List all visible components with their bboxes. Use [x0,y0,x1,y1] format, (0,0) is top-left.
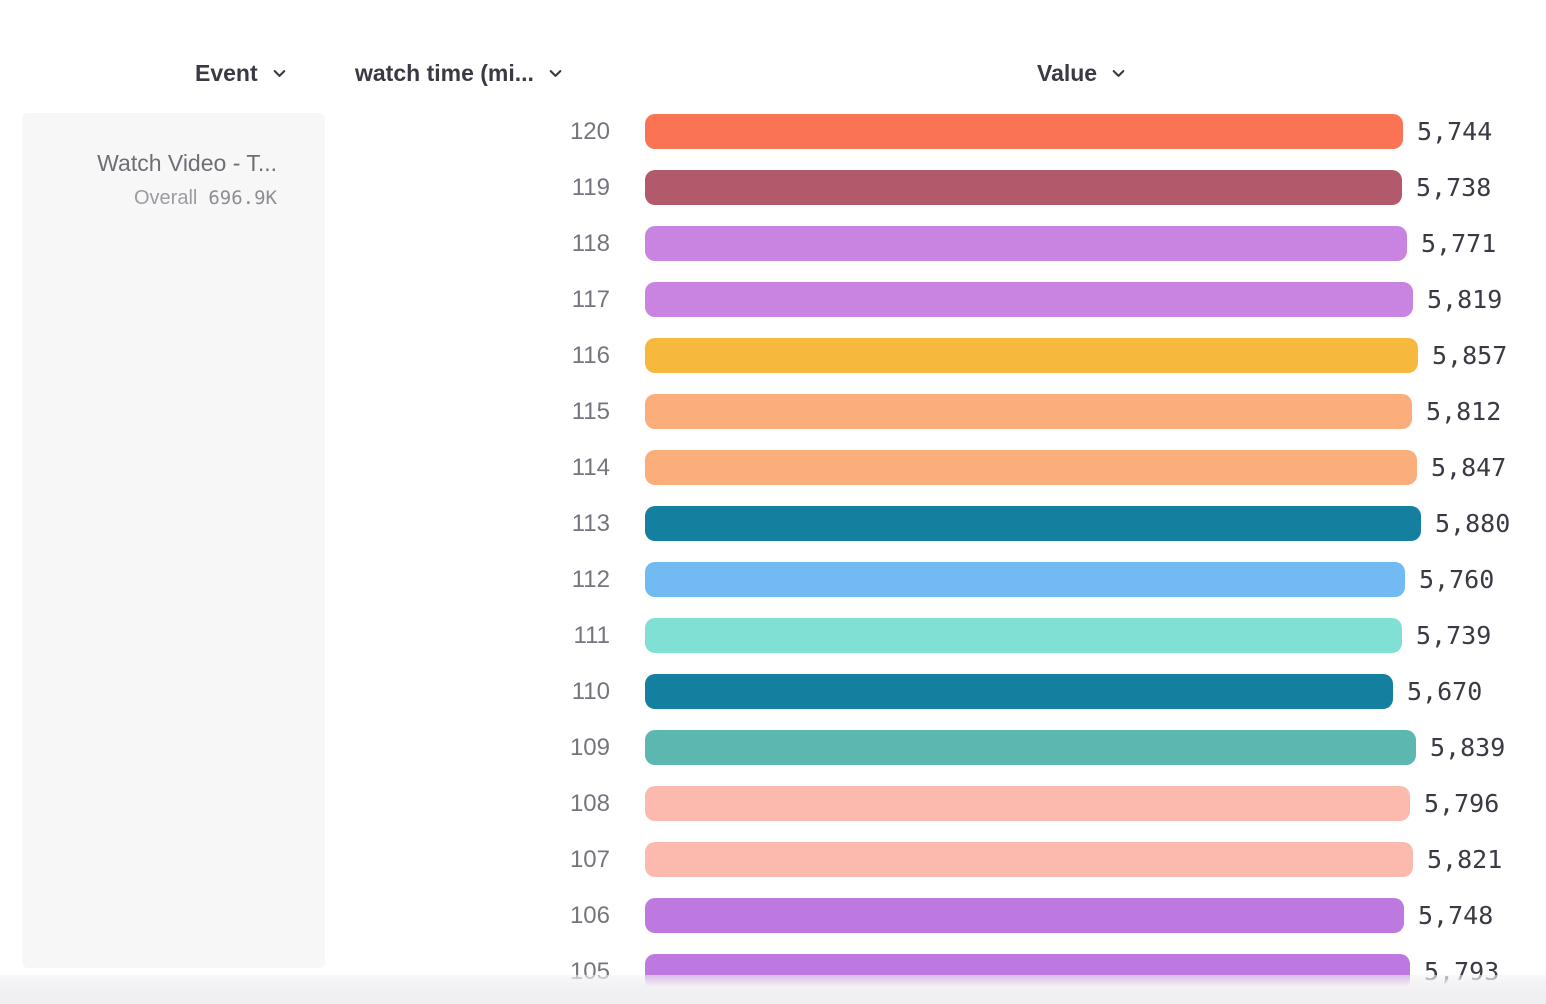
value-column-label: Value [1037,59,1098,86]
bar[interactable] [645,506,1421,541]
bar-category-label: 109 [569,734,610,761]
bar[interactable] [645,618,1402,653]
bar-row: 108 5,796 [0,786,1546,821]
bar[interactable] [645,394,1412,429]
bar-category-label: 117 [571,286,610,313]
bar-value-label: 5,819 [1427,285,1503,314]
bar-row: 113 5,880 [0,506,1546,541]
event-column-header[interactable]: Event [195,57,288,89]
bottom-fade [0,975,1546,1004]
bar-value-label: 5,739 [1416,621,1492,650]
bar-row: 119 5,738 [0,170,1546,205]
overall-value: 696.9K [208,187,277,209]
bar-category-label: 119 [571,174,610,201]
bar-value-label: 5,847 [1431,453,1507,482]
bar-row: 107 5,821 [0,842,1546,877]
bar-category-label: 108 [569,790,610,817]
bar-value-label: 5,748 [1418,901,1494,930]
bar-row: 112 5,760 [0,562,1546,597]
bar[interactable] [645,114,1403,149]
bar-row: 115 5,812 [0,394,1546,429]
bar[interactable] [645,898,1404,933]
bar[interactable] [645,842,1413,877]
bar[interactable] [645,170,1402,205]
bar-category-label: 107 [569,846,610,873]
chevron-down-icon [547,65,564,82]
bar-value-label: 5,771 [1421,229,1497,258]
bar-row: 111 5,739 [0,618,1546,653]
chevron-down-icon [271,65,288,82]
bar-row: 118 5,771 [0,226,1546,261]
bar-category-label: 118 [571,230,610,257]
bar-category-label: 116 [571,342,610,369]
bar-value-label: 5,760 [1419,565,1495,594]
bar[interactable] [645,282,1413,317]
event-column-label: Event [195,59,258,86]
bar[interactable] [645,674,1393,709]
bar-value-label: 5,670 [1407,677,1483,706]
bar[interactable] [645,786,1410,821]
bar-row: 120 5,744 [0,114,1546,149]
measure-column-header[interactable]: watch time (mi... [355,57,564,89]
chevron-down-icon [1110,65,1127,82]
bar-category-label: 114 [571,454,610,481]
bar-category-label: 110 [571,678,610,705]
measure-column-label: watch time (mi... [355,59,534,86]
bar-row: 117 5,819 [0,282,1546,317]
bar-category-label: 106 [569,902,610,929]
bar-category-label: 112 [571,566,610,593]
bar-value-label: 5,880 [1435,509,1511,538]
bar[interactable] [645,450,1417,485]
bar-category-label: 113 [571,510,610,537]
bar-category-label: 111 [573,622,610,649]
bar[interactable] [645,338,1418,373]
bar-category-label: 120 [569,118,610,145]
bar-row: 116 5,857 [0,338,1546,373]
bar-value-label: 5,812 [1426,397,1502,426]
bar-row: 110 5,670 [0,674,1546,709]
bar-value-label: 5,821 [1427,845,1503,874]
bar-category-label: 115 [571,398,610,425]
bar-row: 109 5,839 [0,730,1546,765]
bar[interactable] [645,730,1416,765]
event-summary-panel[interactable]: Watch Video - T... Overall 696.9K [22,113,325,968]
overall-row: Overall 696.9K [22,185,277,211]
bar-value-label: 5,839 [1430,733,1506,762]
bar[interactable] [645,226,1407,261]
value-column-header[interactable]: Value [1037,57,1127,89]
bar-value-label: 5,738 [1416,173,1492,202]
bar-row: 114 5,847 [0,450,1546,485]
overall-label: Overall [134,187,198,209]
bar-row: 106 5,748 [0,898,1546,933]
bar-value-label: 5,857 [1432,341,1508,370]
event-name: Watch Video - T... [97,150,277,176]
bar-value-label: 5,796 [1424,789,1500,818]
bar-value-label: 5,744 [1417,117,1493,146]
bar[interactable] [645,562,1405,597]
